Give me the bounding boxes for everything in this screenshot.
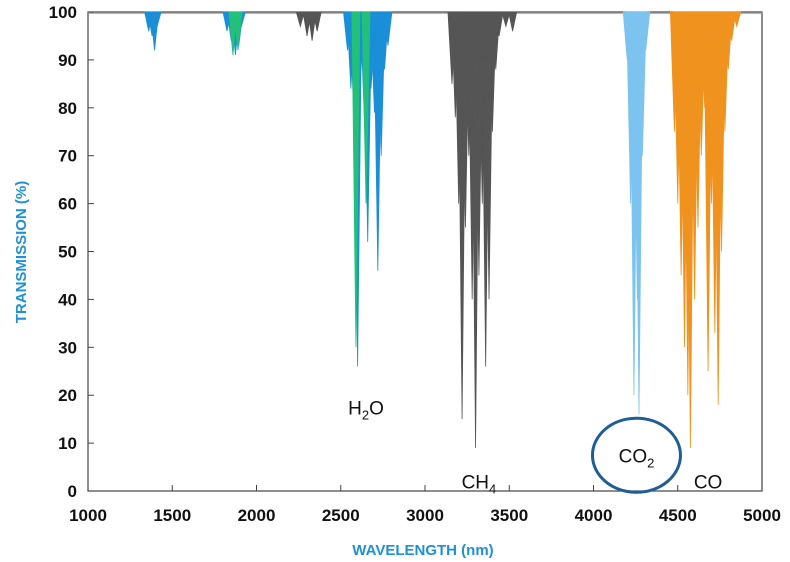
spectra — [88, 11, 762, 448]
absorption-series — [622, 11, 651, 415]
annotation-subscript: 2 — [647, 455, 654, 470]
x-tick-label: 1500 — [153, 506, 191, 525]
y-tick-label: 20 — [58, 386, 77, 405]
absorption-line — [641, 11, 651, 51]
annotation-co2: CO2 — [619, 446, 655, 470]
y-tick-label: 90 — [58, 51, 77, 70]
absorption-line — [732, 11, 742, 28]
x-axis-ticks: 1000 1500 2000 2500 3000 3500 4000 4500 5000 — [69, 485, 781, 525]
absorption-line — [307, 11, 317, 41]
y-tick-label: 30 — [58, 338, 77, 357]
y-tick-label: 70 — [58, 147, 77, 166]
x-tick-label: 2000 — [238, 506, 276, 525]
annotation-base: CO — [694, 473, 723, 494]
absorption-line — [233, 11, 243, 51]
absorption-line — [361, 11, 371, 204]
annotation-base: CH — [462, 473, 489, 494]
x-axis-title: WAVELENGTH (nm) — [352, 542, 493, 559]
y-tick-label: 40 — [58, 290, 77, 309]
annotation-base: CO — [619, 446, 648, 467]
y-axis-title: TRANSMISSION (%) — [13, 181, 30, 324]
y-tick-label: 50 — [58, 243, 77, 262]
annotation-tail: O — [369, 398, 384, 419]
absorption-line — [501, 11, 511, 28]
absorption-line — [508, 11, 518, 32]
plot-frame — [87, 11, 763, 492]
annotation-ch4: CH4 — [462, 473, 497, 497]
annotation-subscript: 2 — [362, 407, 369, 422]
annotation-subscript: 4 — [489, 482, 496, 497]
y-tick-label: 60 — [58, 195, 77, 214]
absorption-line — [727, 11, 737, 41]
absorption-line — [383, 11, 393, 46]
x-tick-label: 5000 — [743, 506, 781, 525]
x-tick-label: 4500 — [659, 506, 697, 525]
absorption-line — [312, 11, 322, 32]
x-tick-label: 1000 — [69, 506, 107, 525]
absorption-line — [295, 11, 305, 28]
x-tick-label: 2500 — [322, 506, 360, 525]
plot-area — [87, 11, 763, 492]
absorption-line — [351, 11, 361, 348]
y-axis-ticks: 0 10 20 30 40 50 60 70 80 90 100 — [49, 3, 94, 501]
y-tick-label: 100 — [49, 3, 77, 22]
annotation-co: CO — [694, 473, 723, 494]
x-tick-label: 3000 — [406, 506, 444, 525]
x-tick-label: 3500 — [490, 506, 528, 525]
absorption-line — [494, 11, 504, 37]
co2-highlight-circle — [590, 416, 682, 494]
annotation-base: H — [348, 398, 362, 419]
y-tick-label: 10 — [58, 434, 77, 453]
absorption-series — [669, 11, 742, 448]
annotation-h2o: H2O — [348, 398, 384, 422]
y-tick-label: 80 — [58, 99, 77, 118]
y-tick-label: 0 — [68, 482, 77, 501]
x-tick-label: 4000 — [575, 506, 613, 525]
absorption-series — [295, 11, 518, 448]
absorption-line — [152, 11, 162, 28]
absorption-series — [228, 11, 371, 348]
